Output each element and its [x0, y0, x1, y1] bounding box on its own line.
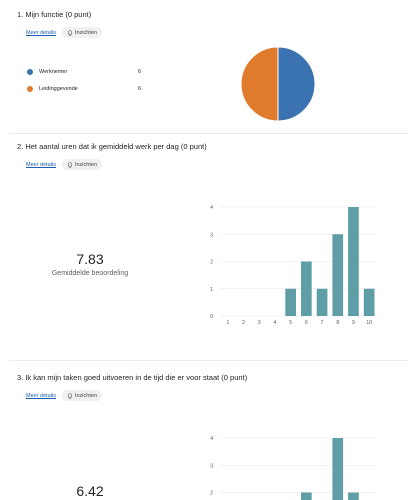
legend-label: Leidinggevende [39, 86, 78, 92]
question-2-meta: Meer details Inzichten [26, 159, 102, 170]
legend-count: 6 [137, 69, 141, 75]
y-tick-label: 0 [210, 314, 213, 320]
legend-dot-leidinggevende [27, 86, 33, 92]
bar-5 [285, 288, 296, 316]
divider [9, 133, 408, 134]
legend-item-werknemer: Werknemer 6 [27, 67, 141, 77]
bar-6 [301, 492, 312, 500]
question-3-meta: Meer details Inzichten [26, 390, 102, 401]
x-tick-label: 6 [305, 320, 308, 326]
bar-9 [348, 492, 359, 500]
inzichten-button[interactable]: Inzichten [61, 390, 102, 401]
x-tick-label: 7 [321, 320, 324, 326]
lightbulb-icon [67, 29, 73, 36]
bar-10 [363, 288, 375, 316]
x-tick-label: 4 [274, 320, 277, 326]
meer-details-link[interactable]: Meer details [26, 161, 56, 168]
inzichten-button[interactable]: Inzichten [61, 159, 102, 170]
x-tick-label: 5 [289, 320, 292, 326]
question-1-meta: Meer details Inzichten [26, 27, 102, 38]
y-tick-label: 1 [210, 287, 213, 293]
y-tick-label: 3 [210, 232, 213, 238]
pie-legend: Werknemer 6 Leidinggevende 6 [27, 67, 141, 101]
pie-slice-leidinggevende [240, 46, 279, 122]
lightbulb-icon [67, 161, 73, 168]
inzichten-button[interactable]: Inzichten [61, 27, 102, 38]
lightbulb-icon [67, 392, 73, 399]
average-rating: 6.42 [40, 483, 140, 499]
bar-7 [316, 288, 328, 316]
y-tick-label: 2 [210, 260, 213, 266]
legend-count: 6 [137, 86, 141, 92]
bar-6 [301, 261, 312, 316]
meer-details-link[interactable]: Meer details [26, 392, 56, 399]
average-rating: 7.83 Gemiddelde beoordeling [40, 251, 140, 277]
legend-dot-werknemer [27, 69, 33, 75]
inzichten-label: Inzichten [74, 29, 97, 36]
bar-8 [332, 438, 344, 500]
average-value: 6.42 [76, 483, 104, 499]
average-label: Gemiddelde beoordeling [51, 270, 129, 277]
meer-details-link[interactable]: Meer details [26, 29, 56, 36]
x-tick-label: 2 [242, 320, 245, 326]
legend-item-leidinggevende: Leidinggevende 6 [27, 84, 141, 94]
pie-slice-werknemer [277, 46, 316, 122]
y-tick-label: 2 [210, 491, 213, 497]
bar-9 [348, 207, 359, 316]
legend-label: Werknemer [39, 69, 68, 75]
x-tick-label: 10 [366, 320, 372, 326]
question-2-title: 2. Het aantal uren dat ik gemiddeld werk… [17, 142, 207, 151]
x-tick-label: 9 [352, 320, 355, 326]
average-value: 7.83 [76, 251, 104, 267]
y-tick-label: 4 [210, 205, 213, 211]
pie-chart [240, 46, 316, 122]
bar-8 [332, 234, 344, 316]
question-1-title: 1. Mijn functie (0 punt) [17, 10, 92, 19]
y-tick-label: 3 [210, 463, 213, 469]
divider [9, 360, 408, 361]
x-tick-label: 8 [336, 320, 339, 326]
inzichten-label: Inzichten [74, 161, 97, 168]
question-3-title: 3. Ik kan mijn taken goed uitvoeren in d… [17, 373, 248, 382]
inzichten-label: Inzichten [74, 392, 97, 399]
x-tick-label: 1 [226, 320, 229, 326]
x-tick-label: 3 [258, 320, 261, 326]
y-tick-label: 4 [210, 436, 213, 442]
